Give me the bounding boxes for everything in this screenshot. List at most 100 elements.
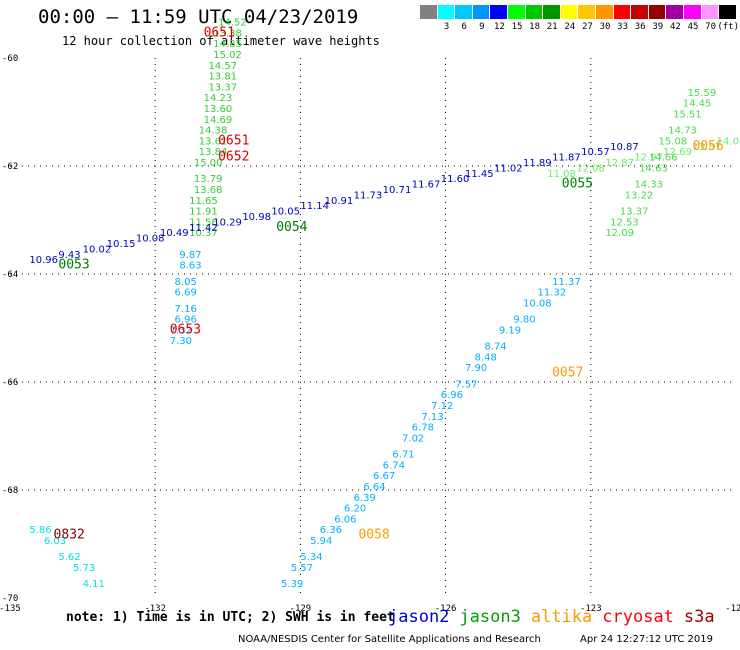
color-swatch: [666, 5, 684, 19]
wave-height-value: 13.79: [194, 174, 223, 185]
color-scale-label: 6: [461, 22, 467, 32]
wave-height-value: 15.59: [688, 88, 717, 99]
color-swatch: [437, 5, 456, 19]
wave-height-value: 10.37: [189, 228, 218, 239]
wave-height-value: 11.14: [300, 201, 329, 212]
wave-height-value: 6.39: [354, 493, 376, 504]
satellite-legend-item: jason3: [459, 607, 521, 627]
wave-height-value: 6.74: [383, 460, 405, 471]
wave-height-value: 14.45: [683, 99, 712, 110]
wave-height-value: 5.86: [29, 525, 51, 536]
wave-height-value: 9.19: [499, 325, 521, 336]
wave-height-value: 10.71: [383, 185, 412, 196]
color-swatch: [719, 5, 737, 19]
jason2-track-1: 7.307.326.967.16 6.698.05 8.639.87: [170, 250, 202, 347]
color-scale-label: 15: [511, 22, 523, 32]
wave-height-value: 12.09: [605, 228, 634, 239]
color-scale-label: 70: [705, 22, 717, 32]
wave-height-value: 5.94: [310, 536, 332, 547]
jason2-track-3: 5.39 5.575.34 5.946.366.066.206.396.646.67…: [281, 277, 581, 590]
wave-height-value: 5.62: [58, 552, 80, 563]
wave-height-value: 10.98: [242, 212, 271, 223]
wave-height-value: 6.36: [320, 525, 342, 536]
wave-height-value: 11.87: [552, 153, 581, 164]
wave-height-value: 11.32: [538, 288, 567, 299]
color-swatch: [648, 5, 667, 19]
lat-tick-label: -70: [2, 594, 18, 604]
lon-tick-label: -120: [725, 604, 740, 614]
color-scale-label: 12: [493, 22, 505, 32]
wave-height-value: 14.85: [213, 39, 242, 50]
wave-height-value: 11.89: [523, 158, 552, 169]
wave-height-value: 15.02: [213, 50, 242, 61]
satellite-legend: jason2 jason3 altika cryosat s3a: [388, 607, 725, 627]
lat-tick-label: -60: [2, 54, 18, 64]
wave-height-value: 13.61: [199, 136, 228, 147]
color-swatch: [507, 5, 526, 19]
color-swatch: [613, 5, 632, 19]
wave-height-value: 10.15: [107, 239, 136, 250]
color-scale-label: 45: [687, 22, 699, 32]
wave-height-value: 10.87: [610, 142, 639, 153]
wave-height-value: 10.02: [83, 244, 112, 255]
wave-height-value: 5.73: [73, 563, 95, 574]
pass-time-label: 0057: [552, 366, 583, 381]
wave-height-value: 5.57: [291, 563, 313, 574]
wave-height-value: 14.69: [204, 115, 233, 126]
jason3-track-2: 11.0812.0812.8712.9712.6913.8714.0813.46…: [547, 136, 740, 180]
wave-height-value: 8.74: [484, 342, 506, 353]
wave-height-value: 15.00: [194, 158, 223, 169]
wave-height-value: 10.57: [581, 147, 610, 158]
wave-height-value: 8.05: [175, 277, 197, 288]
color-swatch: [578, 5, 596, 19]
wave-height-value: 13.87: [692, 142, 721, 153]
color-swatch: [683, 5, 702, 19]
color-swatch: [701, 5, 720, 19]
wave-height-value: 7.57: [455, 379, 477, 390]
wave-height-value: 5.34: [300, 552, 322, 563]
color-swatch: [560, 5, 579, 19]
color-swatch: [472, 5, 491, 19]
wave-height-value: 11.67: [412, 180, 441, 191]
lat-tick-label: -66: [2, 378, 18, 388]
lon-tick-label: -129: [290, 604, 312, 614]
satellite-legend-item: cryosat: [602, 607, 674, 627]
wave-height-value: 13.37: [620, 207, 649, 218]
satellite-legend-item: altika: [530, 607, 593, 627]
wave-height-value: 14.23: [204, 93, 233, 104]
lat-tick-label: -64: [2, 270, 18, 280]
pass-time-label: 0651: [204, 25, 235, 40]
wave-height-value: 9.43: [58, 250, 80, 261]
wave-height-value: 13.81: [208, 72, 237, 83]
wave-height-value: 6.20: [344, 504, 366, 515]
wave-height-value: 9.87: [179, 250, 201, 261]
page-title: 00:00 – 11:59 UTC 04/23/2019: [38, 6, 359, 28]
color-scale-label: 24: [564, 22, 576, 32]
wave-height-value: 14.33: [634, 180, 663, 191]
wave-height-value: 10.91: [325, 196, 354, 207]
map-grid: [10, 58, 736, 598]
color-swatch: [525, 5, 544, 19]
wave-height-value: 6.03: [44, 536, 66, 547]
color-swatch: [420, 5, 438, 19]
wave-height-value: 11.37: [552, 277, 581, 288]
wave-height-value: 13.37: [208, 82, 237, 93]
wave-height-value: 6.67: [373, 471, 395, 482]
wave-height-value: 14.66: [649, 153, 678, 164]
color-swatch: [490, 5, 508, 19]
wave-height-value: 11.08: [547, 169, 576, 180]
wave-height-value: 11.56: [189, 217, 218, 228]
pass-time-label: 0651: [218, 133, 249, 148]
wave-height-value: 14.52: [218, 18, 247, 29]
wave-height-value: 7.32: [170, 325, 192, 336]
color-scale-labels: 3 6 9 12 15 18 21 24 27 30 33 36 39 42 45 70 (ft): [420, 22, 740, 34]
wave-height-value: 11.02: [494, 163, 523, 174]
wave-height-value: 13.38: [213, 28, 242, 39]
wave-height-value: 9.80: [513, 315, 535, 326]
wave-height-value: 11.45: [465, 169, 494, 180]
wave-height-value: 7.30: [170, 336, 192, 347]
wave-height-value: 12.08: [576, 163, 605, 174]
